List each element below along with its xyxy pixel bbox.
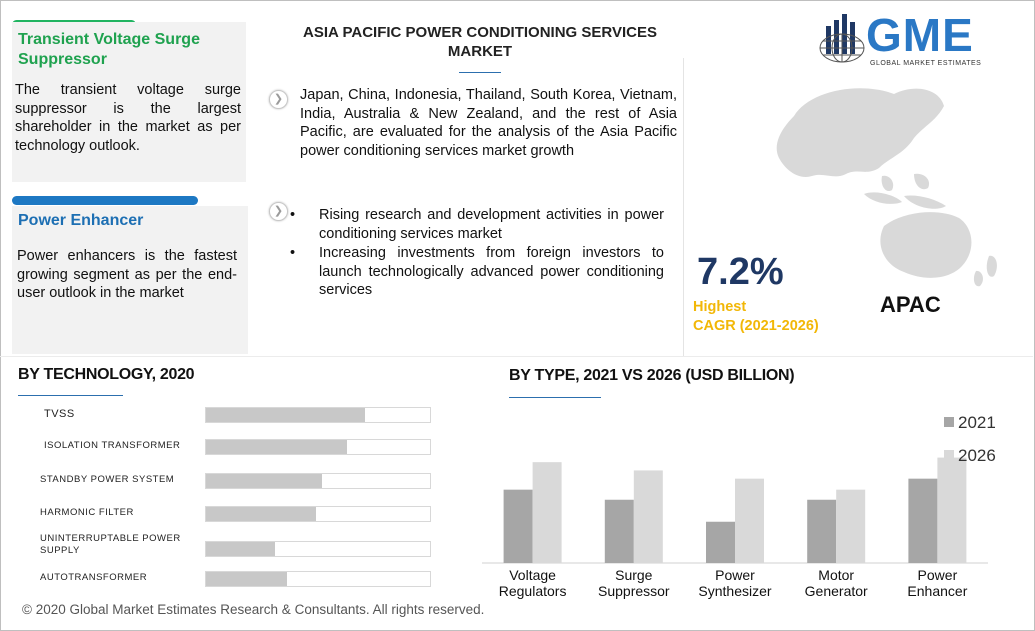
- legend-swatch: [944, 417, 954, 427]
- bar-2026: [633, 470, 663, 563]
- category-label: HARMONIC FILTER: [40, 507, 134, 518]
- cagr-value: 7.2%: [697, 251, 784, 293]
- type-title-underline: [509, 397, 601, 398]
- power-enhancer-panel-text: Power enhancers is the fastest growing s…: [17, 248, 237, 301]
- bar-2021: [503, 489, 533, 563]
- countries-paragraph: Japan, China, Indonesia, Thailand, South…: [300, 87, 677, 159]
- category-label: TVSS: [44, 408, 75, 420]
- type-chart-title: BY TYPE, 2021 VS 2026 (USD BILLION): [509, 367, 795, 384]
- category-label: Power: [715, 567, 755, 583]
- type-chart: VoltageRegulatorsSurgeSuppressorPowerSyn…: [482, 413, 996, 599]
- tvss-panel: [12, 22, 246, 182]
- logo-wordmark: GME: [866, 9, 974, 61]
- bar-2026: [532, 462, 562, 563]
- category-label: UNINTERRUPTABLE POWER SUPPLY: [40, 533, 181, 556]
- cagr-label-line-1: Highest: [693, 299, 747, 315]
- driver-text: Increasing investments from foreign inve…: [319, 245, 664, 298]
- category-label: Synthesizer: [698, 583, 771, 599]
- bar-track: [205, 439, 431, 455]
- legend-label: 2026: [958, 446, 996, 465]
- vertical-divider: [683, 58, 684, 356]
- list-item: • Rising research and development activi…: [290, 207, 664, 242]
- bar: [206, 572, 287, 586]
- power-enhancer-panel-title: Power Enhancer: [18, 212, 144, 229]
- horizontal-divider: [0, 356, 1033, 357]
- bar-track: [205, 473, 431, 489]
- bar-2026: [836, 489, 866, 563]
- bar-track: [205, 571, 431, 587]
- bar-2026: [735, 478, 764, 563]
- legend-swatch: [944, 450, 954, 460]
- power-enhancer-panel: [12, 206, 248, 354]
- category-label: Motor: [818, 567, 854, 583]
- legend-label: 2021: [958, 413, 996, 432]
- category-label: Enhancer: [907, 583, 967, 599]
- technology-chart-title: BY TECHNOLOGY, 2020: [18, 366, 195, 383]
- bar-track: [205, 407, 431, 423]
- technology-title-underline: [18, 395, 123, 396]
- globe-icon: [819, 14, 865, 63]
- copyright-footer: © 2020 Global Market Estimates Research …: [22, 602, 485, 617]
- bar-2021: [604, 499, 634, 563]
- bar: [206, 507, 316, 521]
- bar-2021: [706, 521, 735, 563]
- gme-logo: GME GLOBAL MARKET ESTIMATES: [816, 9, 1000, 68]
- bar-2026: [937, 457, 967, 563]
- chevron-right-icon: ❯: [269, 202, 288, 221]
- logo-tagline: GLOBAL MARKET ESTIMATES: [870, 60, 982, 67]
- tvss-panel-text: The transient voltage surge suppressor i…: [15, 82, 241, 154]
- category-label: Suppressor: [598, 583, 670, 599]
- region-label: APAC: [880, 292, 941, 317]
- category-label: Power: [918, 567, 958, 583]
- category-label: Regulators: [499, 583, 567, 599]
- category-label: ISOLATION TRANSFORMER: [44, 440, 181, 451]
- bar: [206, 440, 348, 454]
- category-label: Surge: [615, 567, 653, 583]
- chevron-right-icon: ❯: [269, 90, 288, 109]
- bar-2021: [908, 478, 938, 563]
- bar-track: [205, 541, 431, 557]
- bar: [206, 408, 366, 422]
- category-label: AUTOTRANSFORMER: [40, 572, 148, 583]
- category-label: STANDBY POWER SYSTEM: [40, 474, 175, 485]
- category-label: Generator: [805, 583, 868, 599]
- tvss-panel-title: Transient Voltage Surge Suppressor: [18, 31, 200, 68]
- title-underline: [459, 72, 501, 73]
- bar: [206, 474, 323, 488]
- drivers-list: • Rising research and development activi…: [290, 206, 664, 301]
- blue-accent-bar: [12, 196, 198, 205]
- bar-2021: [807, 499, 837, 563]
- cagr-label: Highest CAGR (2021-2026): [693, 298, 819, 336]
- bar-track: [205, 506, 431, 522]
- category-label: Voltage: [509, 567, 556, 583]
- driver-text: Rising research and development activiti…: [319, 207, 664, 242]
- bar: [206, 542, 276, 556]
- page-title: ASIA PACIFIC POWER CONDITIONING SERVICES…: [303, 24, 657, 60]
- list-item: • Increasing investments from foreign in…: [290, 245, 664, 298]
- asia-pacific-map: [776, 88, 997, 287]
- cagr-label-line-2: CAGR (2021-2026): [693, 318, 819, 334]
